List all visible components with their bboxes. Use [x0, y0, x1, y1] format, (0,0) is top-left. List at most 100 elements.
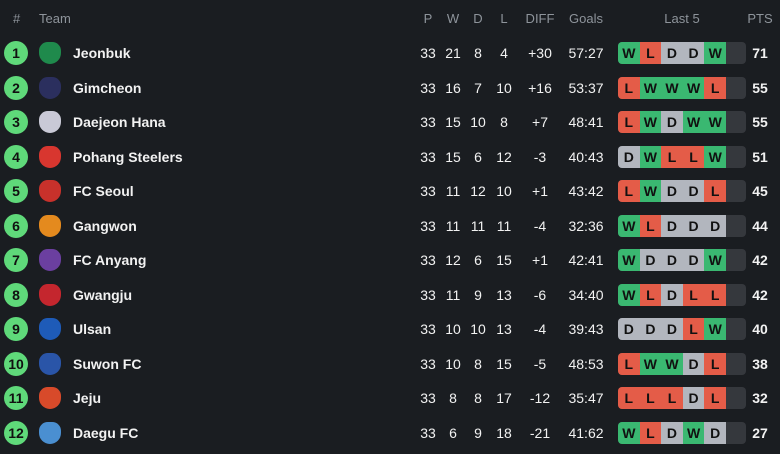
form-result[interactable]: W	[639, 180, 662, 202]
form-result[interactable]: D	[639, 249, 662, 271]
form-result[interactable]: W	[704, 145, 726, 168]
form-result[interactable]: W	[704, 249, 726, 271]
form-result[interactable]: L	[618, 352, 640, 375]
team-name[interactable]: Jeonbuk	[73, 45, 131, 61]
form-result[interactable]: W	[704, 318, 726, 340]
points: 51	[752, 148, 768, 165]
form-result[interactable]: D	[704, 421, 726, 444]
team-name[interactable]: Daegu FC	[73, 424, 139, 441]
goals: 32:36	[568, 217, 604, 234]
form-result[interactable]: L	[704, 283, 726, 306]
team-name[interactable]: Gwangju	[73, 286, 133, 303]
team-name[interactable]: Jeju	[73, 390, 102, 406]
form-result[interactable]: D	[661, 214, 683, 237]
team-name[interactable]: Gangwon	[73, 217, 137, 234]
table-row[interactable]: 1 Jeonbuk 33 21 8 4 +30 57:27 W L D D W 71	[0, 36, 780, 70]
form-result[interactable]: W	[618, 249, 640, 271]
form-result[interactable]: W	[682, 111, 705, 133]
header-diff: DIFF	[525, 11, 555, 26]
team-name[interactable]: Daejeon Hana	[73, 114, 166, 130]
form-result[interactable]: L	[639, 42, 662, 64]
team-name[interactable]: Suwon FC	[73, 355, 142, 372]
rank-badge: 11	[4, 386, 28, 410]
form-result[interactable]: D	[661, 283, 683, 306]
form-result[interactable]: L	[682, 283, 705, 306]
goal-diff: -6	[533, 286, 547, 303]
form-result[interactable]: D	[661, 180, 683, 202]
form-result[interactable]: W	[618, 421, 640, 444]
form-result[interactable]: D	[682, 180, 705, 202]
form-result[interactable]: W	[661, 76, 683, 99]
losses: 8	[500, 114, 508, 130]
form-result[interactable]: L	[704, 76, 726, 99]
draws: 6	[474, 148, 482, 165]
played: 33	[420, 286, 436, 303]
form-result[interactable]: D	[661, 249, 683, 271]
form-result[interactable]: D	[682, 352, 705, 375]
form-result[interactable]: D	[704, 214, 726, 237]
form-result[interactable]: L	[639, 421, 662, 444]
goals: 39:43	[568, 321, 604, 337]
form-result[interactable]: D	[661, 421, 683, 444]
form-result[interactable]: W	[639, 352, 662, 375]
form-result[interactable]: D	[618, 318, 640, 340]
table-row[interactable]: 2 Gimcheon 33 16 7 10 +16 53:37 L W W W L 55	[0, 71, 780, 105]
losses: 4	[500, 45, 508, 61]
table-row[interactable]: 10 Suwon FC 33 10 8 15 -5 48:53 L W W D L 38	[0, 347, 780, 381]
form-result[interactable]: W	[704, 111, 726, 133]
table-row[interactable]: 9 Ulsan 33 10 10 13 -4 39:43 D D D L W 40	[0, 312, 780, 346]
form-result[interactable]: L	[618, 180, 640, 202]
rank-badge: 9	[4, 317, 28, 341]
form-result[interactable]: L	[682, 318, 705, 340]
team-name[interactable]: FC Anyang	[73, 252, 147, 268]
form-result[interactable]: L	[661, 145, 683, 168]
table-row[interactable]: 5 FC Seoul 33 11 12 10 +1 43:42 L W D D L 45	[0, 174, 780, 208]
form-result[interactable]: W	[618, 283, 640, 306]
form-result[interactable]: L	[639, 214, 662, 237]
form-result[interactable]: D	[682, 214, 705, 237]
form-result[interactable]: L	[618, 387, 640, 409]
table-row[interactable]: 7 FC Anyang 33 12 6 15 +1 42:41 W D D D W 42	[0, 243, 780, 277]
form-result[interactable]: W	[704, 42, 726, 64]
form-result[interactable]: D	[639, 318, 662, 340]
goal-diff: -4	[533, 217, 547, 234]
table-row[interactable]: 6 Gangwon 33 11 11 11 -4 32:36 W L D D D 44	[0, 209, 780, 243]
form-result[interactable]: D	[618, 145, 640, 168]
form-result[interactable]: W	[661, 352, 683, 375]
form-result[interactable]: D	[661, 111, 683, 133]
form-result[interactable]: L	[704, 180, 726, 202]
form-result[interactable]: D	[682, 249, 705, 271]
form-result[interactable]: L	[639, 387, 662, 409]
form-result[interactable]: L	[639, 283, 662, 306]
form-result[interactable]: W	[639, 76, 662, 99]
form-result[interactable]: W	[682, 421, 705, 444]
table-row[interactable]: 8 Gwangju 33 11 9 13 -6 34:40 W L D L L 42	[0, 278, 780, 312]
form-result[interactable]: W	[639, 111, 662, 133]
form-result[interactable]: L	[661, 387, 683, 409]
table-row[interactable]: 12 Daegu FC 33 6 9 18 -21 41:62 W L D W D 27	[0, 416, 780, 450]
team-name[interactable]: FC Seoul	[73, 183, 134, 199]
form-result[interactable]: L	[704, 387, 726, 409]
form-result[interactable]: W	[618, 214, 640, 237]
team-name[interactable]: Ulsan	[73, 321, 112, 337]
table-row[interactable]: 11 Jeju 33 8 8 17 -12 35:47 L L L D L 32	[0, 381, 780, 415]
form-result[interactable]: D	[661, 42, 683, 64]
form-result[interactable]: L	[618, 76, 640, 99]
form-result[interactable]: W	[618, 42, 640, 64]
team-name[interactable]: Gimcheon	[73, 79, 142, 96]
form-result[interactable]: W	[639, 145, 662, 168]
team-logo-icon	[39, 145, 61, 168]
form-result[interactable]: D	[661, 318, 683, 340]
form-result[interactable]: L	[618, 111, 640, 133]
form-result[interactable]: D	[682, 42, 705, 64]
form-result[interactable]: L	[682, 145, 705, 168]
team-name[interactable]: Pohang Steelers	[73, 148, 183, 165]
form-result[interactable]: D	[682, 387, 705, 409]
form-result[interactable]: W	[682, 76, 705, 99]
form-result[interactable]: L	[704, 352, 726, 375]
goals: 43:42	[568, 183, 604, 199]
